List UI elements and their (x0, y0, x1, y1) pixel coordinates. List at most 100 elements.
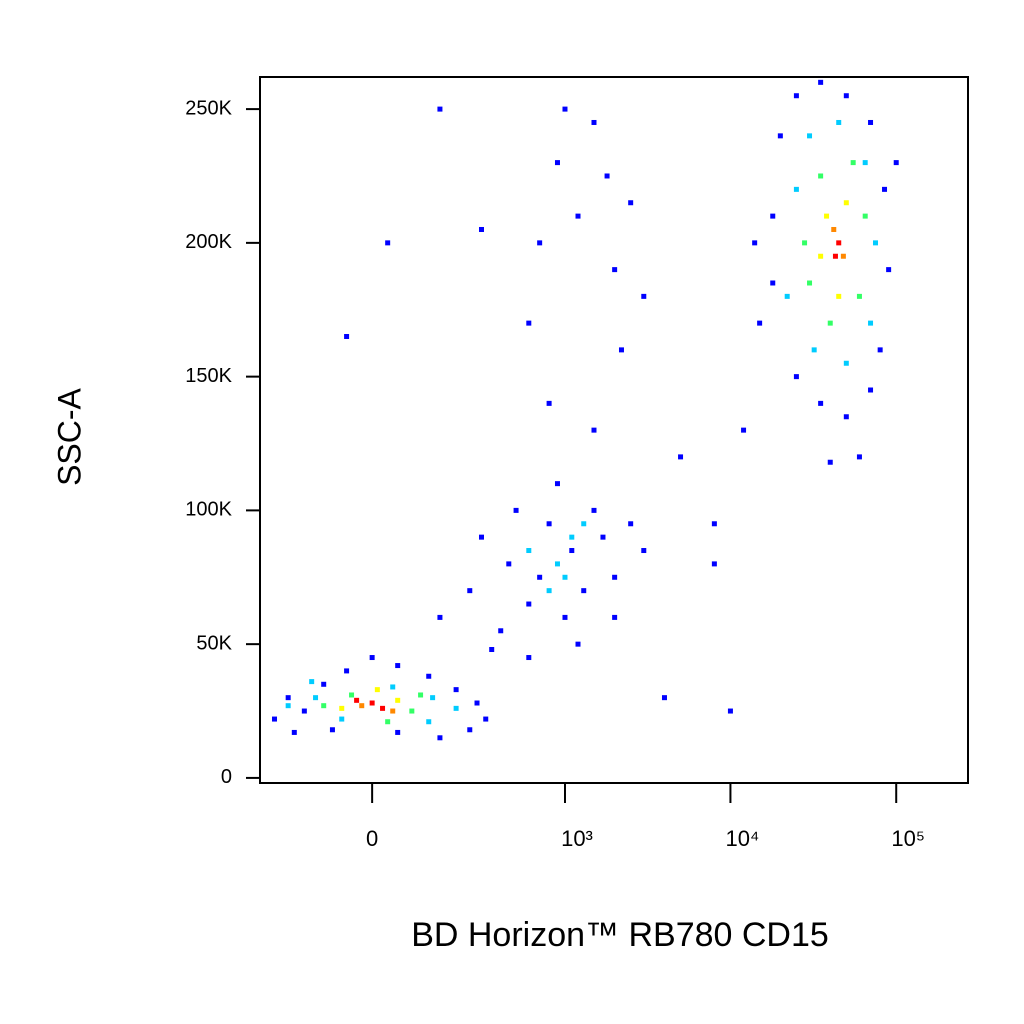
point (329, 727, 335, 733)
point (661, 695, 667, 701)
y-tick-label: 100K (185, 499, 232, 521)
point (793, 374, 799, 380)
point (513, 507, 519, 513)
point (824, 213, 830, 219)
point (430, 695, 436, 701)
x-tick-label: 0 (366, 826, 378, 851)
point (877, 347, 883, 353)
point (291, 729, 297, 735)
point (777, 133, 783, 139)
point (285, 703, 291, 709)
point (581, 521, 587, 527)
plot-frame (259, 76, 969, 784)
point (575, 213, 581, 219)
point (612, 574, 618, 580)
point (554, 160, 560, 166)
point (313, 695, 319, 701)
point (526, 320, 532, 326)
point (752, 240, 758, 246)
point (569, 548, 575, 554)
y-tick-label: 0 (221, 766, 232, 788)
y-tick-label: 50K (196, 632, 232, 654)
point (862, 160, 868, 166)
point (562, 614, 568, 620)
point (569, 534, 575, 540)
point (385, 240, 391, 246)
point (395, 729, 401, 735)
point (827, 320, 833, 326)
point (843, 414, 849, 420)
point (537, 574, 543, 580)
point (301, 708, 307, 714)
point (418, 692, 424, 698)
point (546, 521, 552, 527)
point (498, 628, 504, 634)
point (437, 106, 443, 112)
point (478, 226, 484, 232)
y-tick-label: 150K (185, 365, 232, 387)
point (850, 160, 856, 166)
point (285, 695, 291, 701)
point (843, 360, 849, 366)
y-tick-label: 200K (185, 231, 232, 253)
point (818, 79, 824, 85)
point (554, 561, 560, 567)
point (453, 687, 459, 693)
point (807, 133, 813, 139)
point (562, 574, 568, 580)
point (526, 548, 532, 554)
point (641, 548, 647, 554)
point (309, 679, 315, 685)
point (526, 655, 532, 661)
point (390, 684, 396, 690)
point (489, 647, 495, 653)
point (836, 119, 842, 125)
point (437, 735, 443, 741)
point (321, 681, 327, 687)
point (843, 93, 849, 99)
point (581, 588, 587, 594)
point (831, 226, 837, 232)
point (546, 588, 552, 594)
point (591, 427, 597, 433)
point (882, 186, 888, 192)
point (426, 673, 432, 679)
point (374, 687, 380, 693)
point (369, 655, 375, 661)
x-axis-title: BD Horizon™ RB780 CD15 (411, 916, 829, 954)
point (483, 716, 489, 722)
point (770, 280, 776, 286)
point (678, 454, 684, 460)
point (612, 267, 618, 273)
point (369, 700, 375, 706)
point (604, 173, 610, 179)
point (802, 240, 808, 246)
point (862, 213, 868, 219)
point (591, 119, 597, 125)
point (467, 727, 473, 733)
point (843, 200, 849, 206)
point (506, 561, 512, 567)
y-axis-title: SSC-A (51, 387, 87, 485)
point (893, 160, 899, 166)
point (321, 703, 327, 709)
y-tick-label: 250K (185, 97, 232, 119)
point (818, 173, 824, 179)
point (868, 320, 874, 326)
point (385, 719, 391, 725)
point (591, 507, 597, 513)
point (618, 347, 624, 353)
point (832, 253, 838, 259)
point (711, 561, 717, 567)
point (537, 240, 543, 246)
point (395, 663, 401, 669)
point (395, 697, 401, 703)
point (793, 186, 799, 192)
point (600, 534, 606, 540)
point (818, 253, 824, 259)
point (344, 668, 350, 674)
points (272, 79, 899, 741)
point (856, 454, 862, 460)
point (562, 106, 568, 112)
